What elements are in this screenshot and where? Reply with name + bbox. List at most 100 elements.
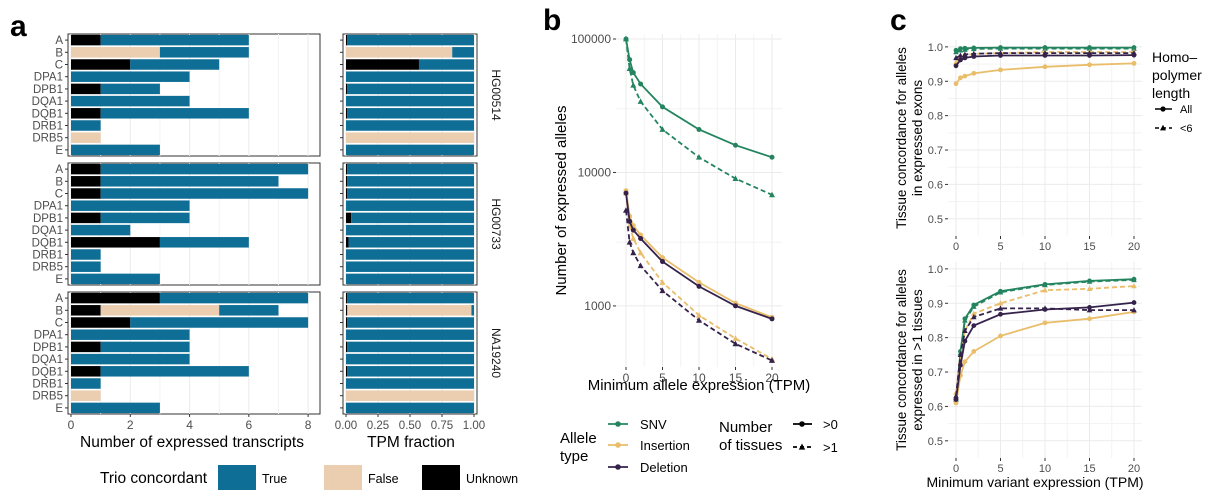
panel-a: ABCDPA1DPB1DQA1DQB1DRB1DRB5EHG00514ABCDP…: [32, 33, 518, 490]
x-tick-label: 15: [1083, 463, 1095, 475]
x-tick-label: 4: [186, 418, 193, 432]
series-line-deletion: [955, 301, 1135, 400]
data-point: [1131, 60, 1137, 66]
bar-segment-unknown: [346, 176, 348, 187]
legend-swatch-true: [218, 465, 256, 490]
bar-segment-true: [71, 144, 160, 156]
bar-segment-true: [100, 366, 249, 377]
y-axis-label: in expressed exons: [910, 80, 925, 197]
bar-segment-true: [159, 292, 309, 304]
data-point: [997, 45, 1004, 51]
data-point: [1086, 45, 1093, 51]
y-tick-label: 10000: [578, 165, 612, 179]
y-axis-label: Tissue concordance for alleles: [894, 47, 909, 229]
y-tick-label: 0.7: [928, 367, 943, 379]
y-tick-label: 0.7: [928, 145, 943, 157]
data-point: [953, 49, 959, 55]
category-label: DQB1: [32, 108, 63, 120]
category-label: DRB5: [32, 262, 63, 274]
legend-title: length: [1152, 85, 1190, 101]
data-point: [660, 259, 665, 265]
bar-segment-true: [71, 71, 190, 82]
category-label: DPA1: [34, 72, 63, 84]
data-point: [769, 154, 775, 160]
bar-segment-true: [100, 83, 160, 95]
category-label: A: [55, 164, 63, 176]
data-point: [997, 300, 1004, 306]
data-point: [953, 400, 959, 406]
bar-segment-true: [351, 212, 474, 224]
y-tick-label: 1000: [584, 299, 611, 313]
data-point: [630, 249, 637, 256]
legend-label: Insertion: [640, 438, 690, 453]
data-point: [962, 51, 968, 57]
category-label: C: [55, 189, 63, 201]
data-point: [953, 54, 959, 61]
bar-segment-true: [347, 292, 474, 304]
bar-segment-true: [100, 108, 249, 119]
bar-segment-unknown: [346, 83, 348, 95]
data-point: [998, 67, 1003, 73]
category-label: A: [55, 293, 63, 305]
legend-title: of tissues: [719, 437, 782, 454]
bar-segment-true: [346, 329, 474, 340]
data-point: [1131, 307, 1137, 313]
data-point: [659, 287, 666, 294]
category-label: DRB1: [32, 379, 63, 391]
bar-segment-unknown: [71, 317, 131, 328]
bar-segment-unknown: [71, 59, 131, 70]
x-tick-label: 0: [953, 241, 959, 253]
bar-segment-unknown: [71, 34, 101, 46]
bar-segment-true: [347, 341, 474, 353]
category-label: DPB1: [33, 84, 63, 96]
data-point: [626, 239, 633, 245]
data-point: [958, 57, 963, 63]
x-tick-label: 10: [1039, 463, 1051, 475]
data-point: [630, 235, 637, 241]
bar-segment-true: [347, 366, 474, 377]
bar-segment-unknown: [71, 292, 160, 304]
bar-segment-true: [347, 188, 474, 199]
bar-segment-true: [100, 163, 309, 175]
data-point: [1087, 62, 1092, 68]
legend-key-point: [615, 464, 621, 470]
data-point: [971, 323, 977, 329]
legend-label: Unknown: [466, 472, 518, 486]
data-point: [1086, 50, 1093, 56]
data-point: [630, 82, 637, 88]
data-point: [1042, 287, 1048, 293]
x-tick-label: 0.50: [399, 420, 421, 432]
data-point: [1087, 316, 1092, 322]
data-point: [696, 279, 702, 285]
facet-strip-label: HG00733: [489, 198, 503, 250]
bar-segment-true: [346, 144, 474, 156]
bar-segment-unknown: [346, 59, 419, 70]
bar-segment-true: [346, 200, 474, 211]
data-point: [971, 50, 977, 56]
bar-segment-true: [346, 71, 474, 82]
data-point: [998, 333, 1003, 339]
data-point: [962, 327, 968, 333]
data-point: [733, 303, 738, 309]
bar-segment-unknown: [71, 163, 101, 175]
bar-segment-unknown: [346, 163, 348, 175]
legend-title: polymer: [1152, 67, 1202, 83]
bar-segment-true: [71, 200, 190, 211]
data-point: [958, 75, 963, 81]
data-point: [732, 335, 739, 341]
data-point: [1042, 320, 1048, 326]
category-label: C: [55, 60, 63, 72]
data-point: [732, 340, 739, 347]
x-tick-label: 8: [305, 418, 312, 432]
data-point: [769, 357, 775, 363]
category-label: E: [55, 403, 63, 415]
legend-title: type: [560, 448, 588, 465]
data-point: [732, 175, 739, 181]
legend-label: >1: [823, 440, 838, 455]
bar-segment-true: [71, 378, 101, 389]
bar-segment-true: [130, 59, 220, 70]
x-axis-label: Minimum variant expression (TPM): [926, 474, 1143, 490]
bar-segment-unknown: [71, 366, 101, 377]
x-tick-label: 20: [765, 371, 779, 385]
